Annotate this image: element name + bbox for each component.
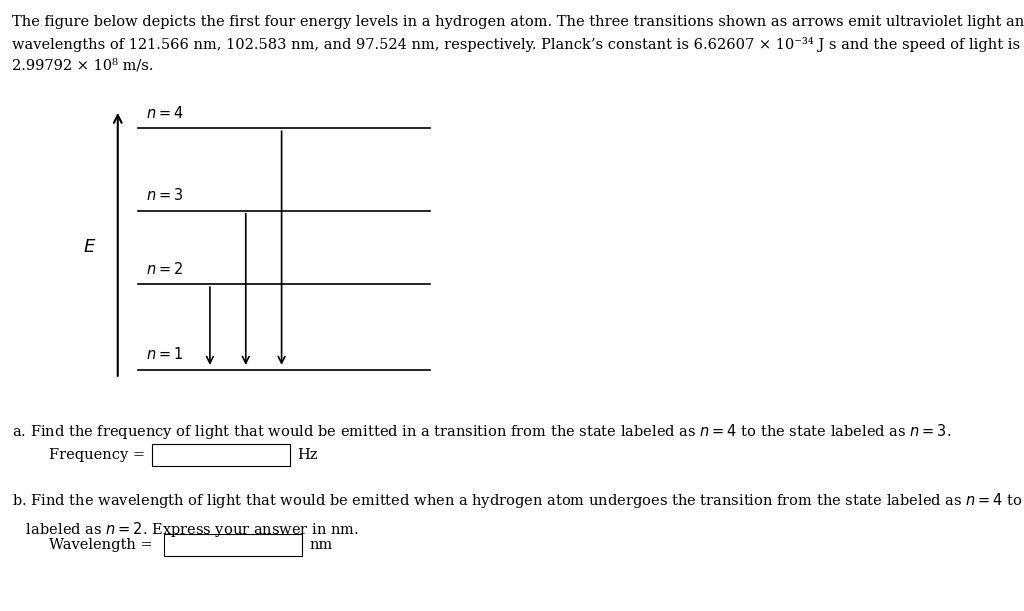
Text: $E$: $E$ — [83, 238, 97, 257]
Text: $n = 2$: $n = 2$ — [146, 261, 183, 277]
Text: Frequency =: Frequency = — [49, 448, 145, 462]
FancyBboxPatch shape — [164, 534, 302, 556]
Text: The figure below depicts the first four energy levels in a hydrogen atom. The th: The figure below depicts the first four … — [12, 15, 1024, 29]
Text: Wavelength =: Wavelength = — [49, 538, 153, 552]
Text: labeled as $n = 2$. Express your answer in nm.: labeled as $n = 2$. Express your answer … — [12, 520, 359, 539]
Text: nm: nm — [309, 538, 333, 552]
Text: $n = 4$: $n = 4$ — [146, 105, 184, 121]
Text: $n = 1$: $n = 1$ — [146, 346, 183, 362]
Text: Hz: Hz — [297, 448, 317, 462]
Text: $n = 3$: $n = 3$ — [146, 188, 183, 203]
Text: wavelengths of 121.566 nm, 102.583 nm, and 97.524 nm, respectively. Planck’s con: wavelengths of 121.566 nm, 102.583 nm, a… — [12, 37, 1020, 52]
Text: 2.99792 × 10⁸ m/s.: 2.99792 × 10⁸ m/s. — [12, 58, 154, 72]
FancyBboxPatch shape — [152, 444, 290, 466]
Text: a. Find the frequency of light that would be emitted in a transition from the st: a. Find the frequency of light that woul… — [12, 422, 951, 441]
Text: b. Find the wavelength of light that would be emitted when a hydrogen atom under: b. Find the wavelength of light that wou… — [12, 491, 1024, 510]
